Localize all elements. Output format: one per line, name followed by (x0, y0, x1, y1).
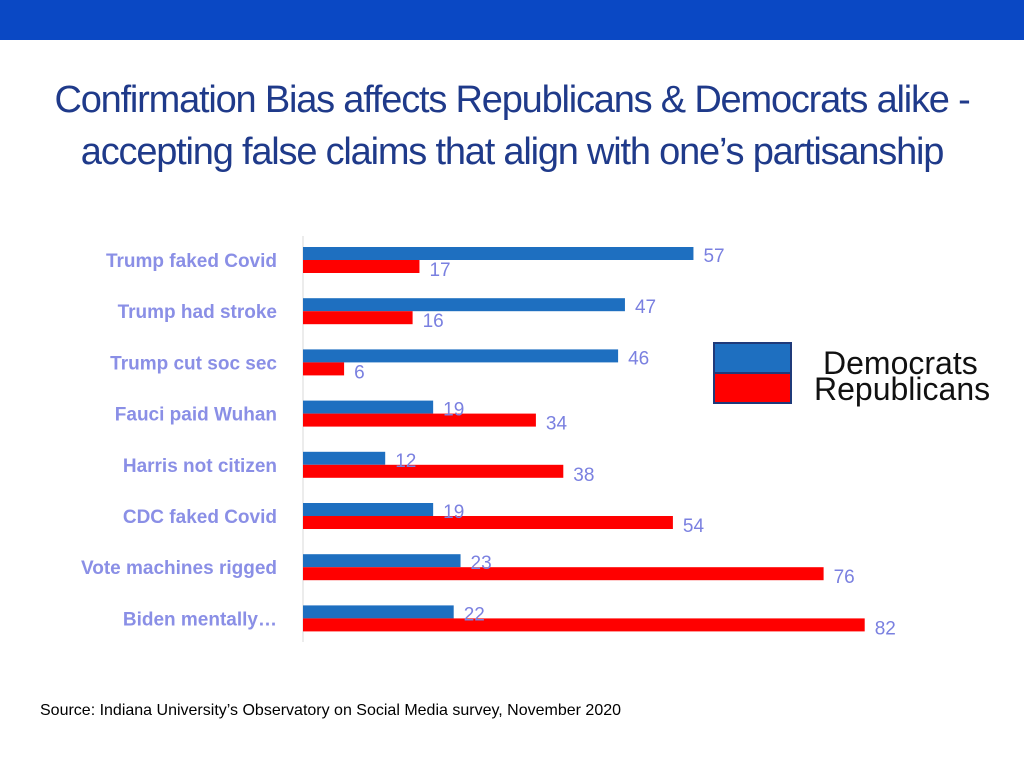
category-label: Vote machines rigged (81, 558, 277, 579)
data-label-democrats: 12 (395, 451, 416, 472)
bar-republicans (303, 516, 673, 529)
category-label: Trump faked Covid (106, 251, 277, 272)
data-label-democrats: 47 (635, 297, 656, 318)
legend-label-republicans: Republicans (814, 371, 990, 407)
data-label-democrats: 19 (443, 502, 464, 523)
slide-title-line-1: Confirmation Bias affects Republicans & … (54, 79, 970, 121)
category-label: Trump had stroke (118, 302, 277, 323)
data-label-democrats: 23 (471, 553, 492, 574)
data-label-republicans: 82 (875, 618, 896, 639)
data-label-democrats: 22 (464, 604, 485, 625)
bar-democrats (303, 605, 454, 619)
data-label-republicans: 76 (834, 567, 855, 588)
bar-republicans (303, 567, 824, 581)
data-label-republicans: 34 (546, 414, 568, 435)
bar-republicans (303, 464, 564, 478)
data-label-republicans: 17 (429, 260, 450, 281)
legend-swatch-republicans (713, 372, 792, 404)
slide-title: Confirmation Bias affects Republicans & … (0, 74, 1024, 178)
bar-democrats (303, 503, 434, 516)
data-label-republicans: 16 (423, 311, 444, 332)
data-label-republicans: 6 (354, 362, 365, 383)
top-band (0, 0, 1024, 40)
category-label: Biden mentally… (123, 609, 277, 630)
data-label-republicans: 38 (573, 465, 594, 486)
bar-democrats (303, 554, 461, 568)
category-label: Fauci paid Wuhan (115, 405, 277, 426)
legend-label-democrats: Democrats (823, 345, 978, 381)
bar-democrats (303, 451, 386, 465)
source-note: Source: Indiana University’s Observatory… (40, 702, 622, 719)
slide-title-line-2: accepting false claims that align with o… (80, 131, 945, 173)
category-label: Harris not citizen (123, 456, 277, 477)
bar-republicans (303, 413, 536, 427)
bar-democrats (303, 349, 619, 363)
data-label-democrats: 19 (443, 400, 464, 421)
data-label-democrats: 46 (628, 348, 649, 369)
bar-republicans (303, 311, 413, 325)
bar-democrats (303, 298, 625, 312)
legend-swatch-democrats (713, 342, 792, 374)
bar-republicans (303, 362, 345, 376)
data-label-democrats: 57 (703, 246, 724, 267)
bar-democrats (303, 400, 434, 414)
category-label: Trump cut soc sec (110, 353, 277, 374)
bar-republicans (303, 618, 865, 632)
category-label: CDC faked Covid (123, 507, 277, 528)
bar-democrats (303, 247, 694, 260)
bar-republicans (303, 260, 420, 273)
data-label-republicans: 54 (683, 516, 705, 537)
